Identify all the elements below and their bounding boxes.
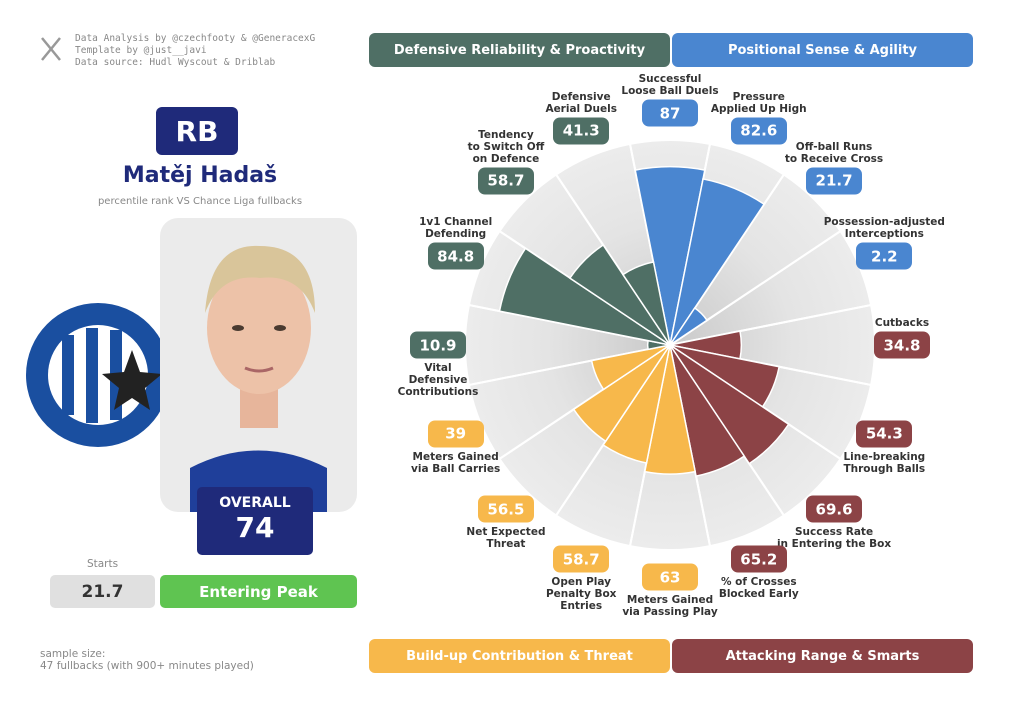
value-box: 2.2 [856,242,913,270]
category-label: % of Crosses Blocked Early [718,576,799,601]
slice [634,165,706,346]
slice [669,344,746,477]
value-box: 82.6 [730,117,787,145]
status-badge: Entering Peak [160,575,357,608]
credit: Template by @just__javi [75,45,207,56]
value-box: 58.7 [477,167,534,195]
value-box: 65.2 [730,545,787,573]
slice [669,306,709,346]
value-box: 56.5 [477,495,534,523]
overall-label: OVERALL [219,495,291,511]
category-label: Success Rate in Entering the Box [776,526,892,551]
value-box: 87 [642,99,698,127]
x-logo [41,37,61,61]
value-box: 58.7 [553,545,610,573]
category-label: Cutbacks [874,317,930,329]
slice [669,344,790,465]
photo-illustration [190,245,327,512]
category-label: Net Expected Threat [466,526,546,551]
slice-background [554,142,671,346]
credit: Data Analysis by @czechfooty & @Generace… [75,33,316,44]
slice [498,247,671,346]
category-label: 1v1 Channel Defending [419,216,493,241]
value-box: 69.6 [806,495,863,523]
slice [669,178,766,346]
subtitle: percentile rank VS Chance Liga fullbacks [97,196,303,207]
category-label: Possession-adjusted Interceptions [823,216,945,241]
legend-entry: Attacking Range & Smarts [672,639,973,673]
value-box: 10.9 [410,331,466,359]
category-label: Pressure Applied Up High [710,90,807,115]
category-label: Tendency to Switch Off on Defence [467,128,545,165]
overall-value: 74 [235,511,275,544]
category-label: Vital Defensive Contributions [397,362,479,398]
category-label: Open Play Penalty Box Entries [545,576,617,613]
value-box: 39 [427,420,484,448]
category-label: Defensive Aerial Duels [545,90,617,115]
value-box: 41.3 [553,117,610,145]
category-label: Line-breaking Through Balls [843,450,926,475]
value-box: 63 [642,563,698,591]
slice [568,243,671,346]
category-label: Meters Gained via Ball Carries [411,450,501,475]
value-box: 84.8 [427,242,484,270]
value-box: 34.8 [874,331,930,359]
slice [602,344,671,464]
value-box: 21.7 [806,167,863,195]
category-label: Successful Loose Ball Duels [621,73,719,97]
legend-entry: Build-up Contribution & Threat [369,639,670,673]
category-label: Off-ball Runs to Receive Cross [784,140,884,165]
category-label: Meters Gained via Passing Play [622,594,718,618]
credit: Data source: Hudl Wyscout & Driblab [75,57,276,68]
club-logo [26,303,170,447]
legend-entry: Positional Sense & Agility [672,33,973,67]
slice [621,261,671,346]
pizza-chart [464,139,876,551]
value-box: 54.3 [856,420,913,448]
player-name: Matěj Hadaš [122,163,278,188]
starts-value: 21.7 [50,575,155,608]
overall-box: OVERALL 74 [197,487,313,555]
slice [590,344,671,391]
slice [572,344,671,443]
position-badge: RB [156,107,238,155]
legend-entry: Defensive Reliability & Proactivity [369,33,670,67]
starts-label: Starts [86,558,119,570]
sample-size: sample size: [40,648,106,660]
sample-size: 47 fullbacks (with 900+ minutes played) [40,660,254,672]
slice [643,344,697,475]
player-photo [160,218,357,512]
